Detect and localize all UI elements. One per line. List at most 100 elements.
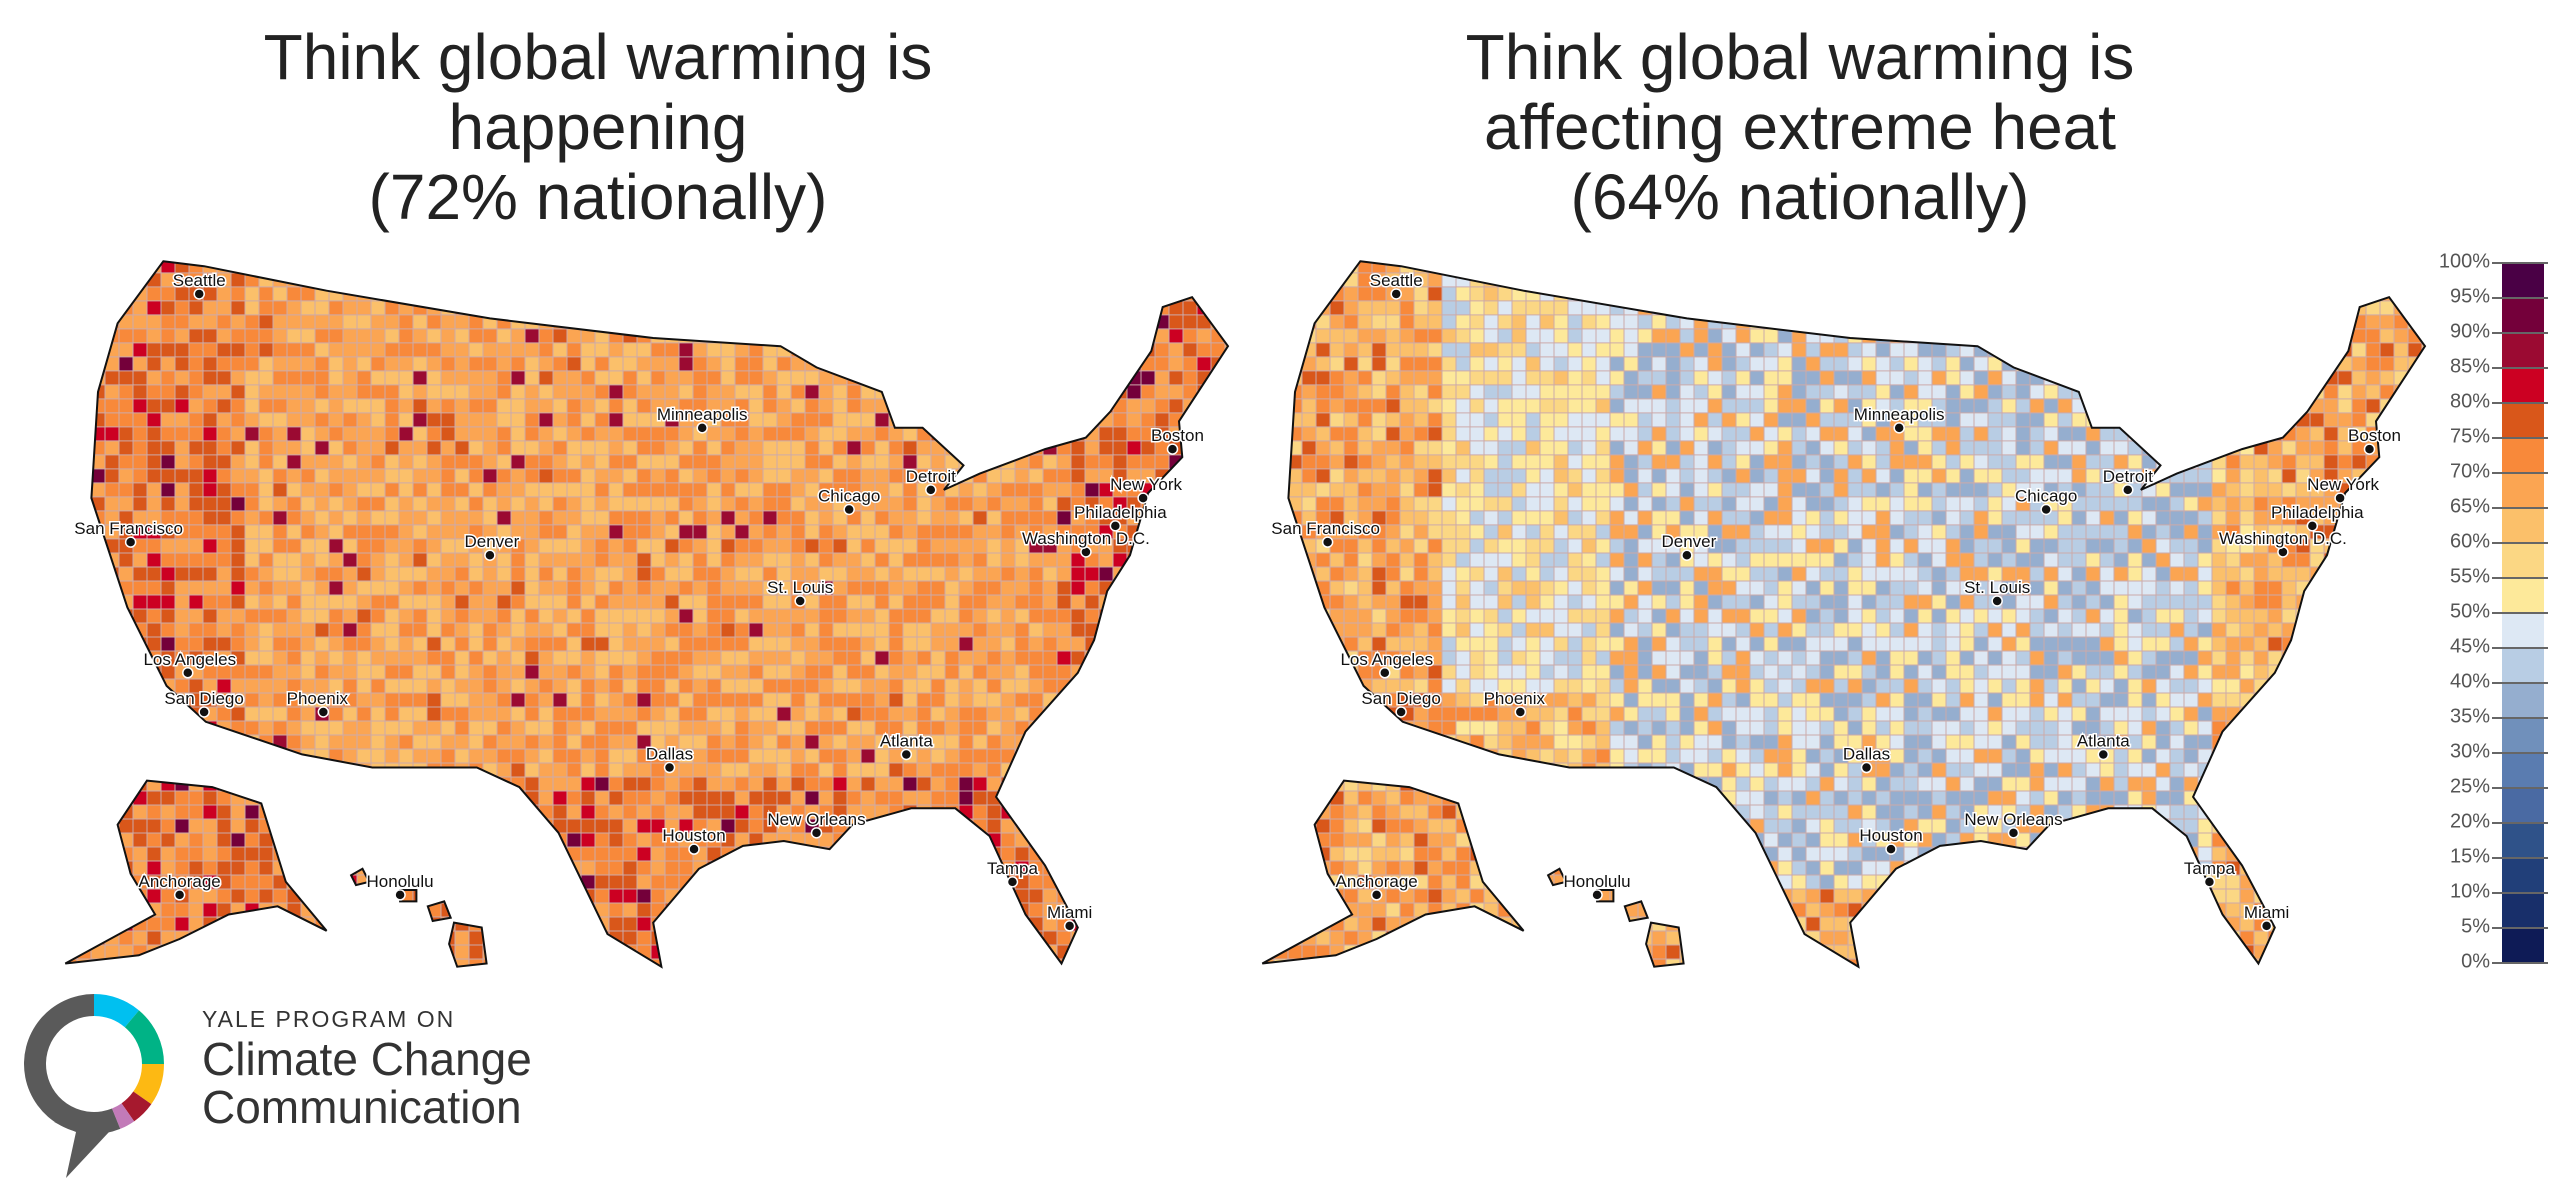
county [412,622,428,638]
county [944,496,960,512]
county [888,776,904,792]
county [188,958,204,967]
county [916,328,932,344]
county [650,314,666,330]
county [1028,398,1044,414]
county [118,454,134,470]
county [594,832,610,848]
county [1329,261,1345,274]
county [594,874,610,890]
county [496,314,512,330]
county [594,860,610,876]
county [412,580,428,596]
county [832,300,848,316]
county [622,342,638,358]
county [902,272,918,288]
county [216,846,232,862]
county [1028,650,1044,666]
county [440,261,456,274]
county [1239,581,1254,596]
county [1056,664,1072,680]
county [986,426,1002,442]
county [510,734,526,750]
county [160,440,176,456]
county [664,566,680,582]
county [664,874,680,890]
county [916,496,932,512]
county [1168,846,1184,862]
county [301,245,316,260]
county [622,818,638,834]
county [762,426,778,442]
county [132,762,148,778]
county [426,552,442,568]
county [566,580,582,596]
county [622,748,638,764]
county [1525,261,1541,274]
county [2155,261,2171,274]
county [580,496,596,512]
county [2226,245,2241,260]
county [300,790,316,806]
county [1224,496,1228,512]
county [804,776,820,792]
county [328,454,344,470]
county [972,818,988,834]
county [76,496,92,512]
county [930,832,946,848]
county [440,524,456,540]
county [132,720,148,736]
county [216,888,232,904]
county [1126,664,1142,680]
county [524,454,540,470]
county [804,874,820,890]
county [930,496,946,512]
county [860,524,876,540]
county [412,902,428,918]
county [1070,734,1086,750]
county [804,748,820,764]
county [524,261,540,274]
county [580,860,596,876]
county [636,482,652,498]
county [76,314,92,330]
county [412,286,428,302]
county [1028,552,1044,568]
county [440,356,456,372]
county [216,510,232,526]
county [174,846,190,862]
county [566,426,582,442]
county [538,692,554,708]
county [1098,342,1114,358]
county [160,748,176,764]
county [160,314,176,330]
county [1126,734,1142,750]
county [202,482,218,498]
county [706,552,722,568]
county [482,566,498,582]
county [1722,245,1737,260]
county [1182,524,1198,540]
county [2197,272,2213,288]
county [790,496,806,512]
county [524,874,540,890]
county [1168,902,1184,918]
county [790,888,806,904]
county [258,902,274,918]
county [1196,776,1212,792]
county [524,398,540,414]
county [538,510,554,526]
county [398,412,414,428]
county [202,398,218,414]
county [2197,261,2213,274]
county [986,790,1002,806]
county [1000,328,1016,344]
county [580,958,596,967]
county [426,622,442,638]
county [622,552,638,568]
county [930,650,946,666]
county [1196,874,1212,890]
county [818,454,834,470]
county [650,636,666,652]
county [776,902,792,918]
